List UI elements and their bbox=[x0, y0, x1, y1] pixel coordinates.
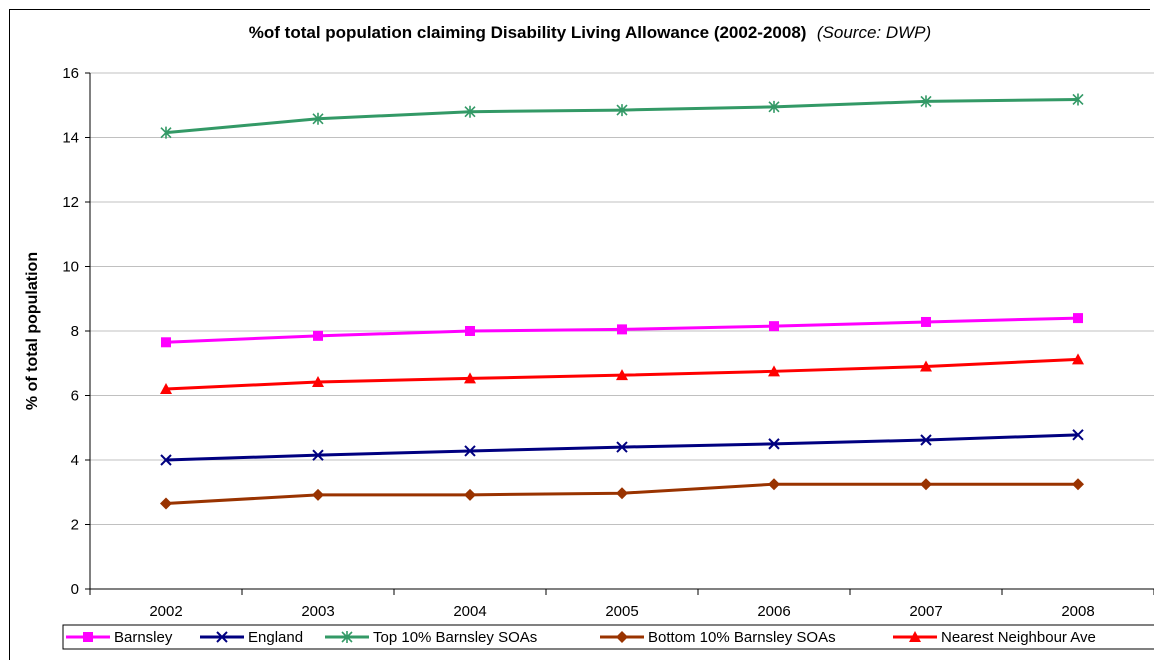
chart-frame bbox=[9, 9, 1150, 660]
data-point bbox=[920, 434, 932, 446]
data-point bbox=[768, 365, 780, 377]
data-point bbox=[160, 126, 172, 139]
data-point bbox=[616, 441, 628, 453]
x-tick-label: 2002 bbox=[149, 603, 182, 620]
data-point bbox=[1072, 478, 1084, 491]
data-point bbox=[312, 375, 324, 387]
data-point bbox=[161, 337, 171, 348]
data-point bbox=[312, 488, 324, 501]
data-point bbox=[768, 100, 780, 113]
x-tick-label: 2004 bbox=[453, 603, 486, 620]
legend-label: Top 10% Barnsley SOAs bbox=[373, 629, 537, 646]
data-point bbox=[1072, 353, 1084, 365]
data-point bbox=[769, 321, 779, 332]
data-point bbox=[312, 112, 324, 125]
data-point bbox=[465, 326, 475, 336]
legend-marker bbox=[83, 632, 93, 642]
data-point bbox=[464, 445, 476, 457]
data-point bbox=[1072, 93, 1084, 106]
x-tick-label: 2006 bbox=[757, 603, 790, 620]
series-layer bbox=[160, 93, 1084, 510]
data-point bbox=[617, 324, 627, 335]
data-point bbox=[160, 497, 172, 510]
y-tick-label: 2 bbox=[71, 517, 79, 534]
chart-title-group: %of total population claiming Disability… bbox=[249, 23, 931, 42]
legend-marker bbox=[909, 631, 921, 642]
data-point bbox=[464, 105, 476, 118]
data-point bbox=[616, 104, 628, 117]
x-tick-label: 2005 bbox=[605, 603, 638, 620]
y-tick-label: 8 bbox=[71, 323, 79, 340]
data-point bbox=[1073, 313, 1083, 324]
axis-layer: 0 2 4 6 8 10 12 14 16 2002 2003 2004 2005 2006 2007 200… bbox=[62, 65, 1154, 620]
grid-layer bbox=[90, 72, 1154, 525]
data-point bbox=[1072, 429, 1084, 441]
data-point bbox=[920, 360, 932, 372]
x-tick-label: 2003 bbox=[301, 603, 334, 620]
data-point bbox=[464, 372, 476, 384]
legend-marker bbox=[616, 631, 628, 643]
data-point bbox=[464, 488, 476, 501]
data-point bbox=[616, 369, 628, 381]
y-axis-label: % of total population bbox=[24, 252, 41, 410]
y-tick-label: 6 bbox=[71, 388, 79, 405]
y-tick-label: 0 bbox=[71, 581, 79, 598]
legend: Barnsley England Top 10% Barnsley SOAs Bott… bbox=[62, 624, 1154, 650]
legend-marker bbox=[216, 631, 228, 643]
data-point bbox=[616, 487, 628, 500]
y-tick-label: 12 bbox=[62, 194, 79, 211]
data-point bbox=[768, 478, 780, 491]
y-tick-label: 16 bbox=[62, 65, 79, 82]
y-tick-label: 10 bbox=[62, 259, 79, 276]
data-point bbox=[920, 478, 932, 491]
chart-source: (Source: DWP) bbox=[817, 23, 931, 42]
data-point bbox=[920, 95, 932, 108]
x-tick-label: 2008 bbox=[1061, 603, 1094, 620]
data-point bbox=[768, 438, 780, 450]
data-point bbox=[160, 383, 172, 395]
x-tick-label: 2007 bbox=[909, 603, 942, 620]
legend-marker bbox=[341, 631, 353, 643]
data-point bbox=[312, 449, 324, 461]
legend-label: Barnsley bbox=[114, 629, 173, 646]
y-tick-label: 4 bbox=[71, 452, 79, 469]
chart-title: %of total population claiming Disability… bbox=[249, 23, 807, 42]
legend-label: England bbox=[248, 629, 303, 646]
legend-label: Nearest Neighbour Ave bbox=[941, 629, 1096, 646]
data-point bbox=[313, 330, 323, 341]
legend-label: Bottom 10% Barnsley SOAs bbox=[648, 629, 836, 646]
y-tick-label: 14 bbox=[62, 130, 79, 147]
data-point bbox=[160, 454, 172, 466]
data-point bbox=[921, 316, 931, 327]
